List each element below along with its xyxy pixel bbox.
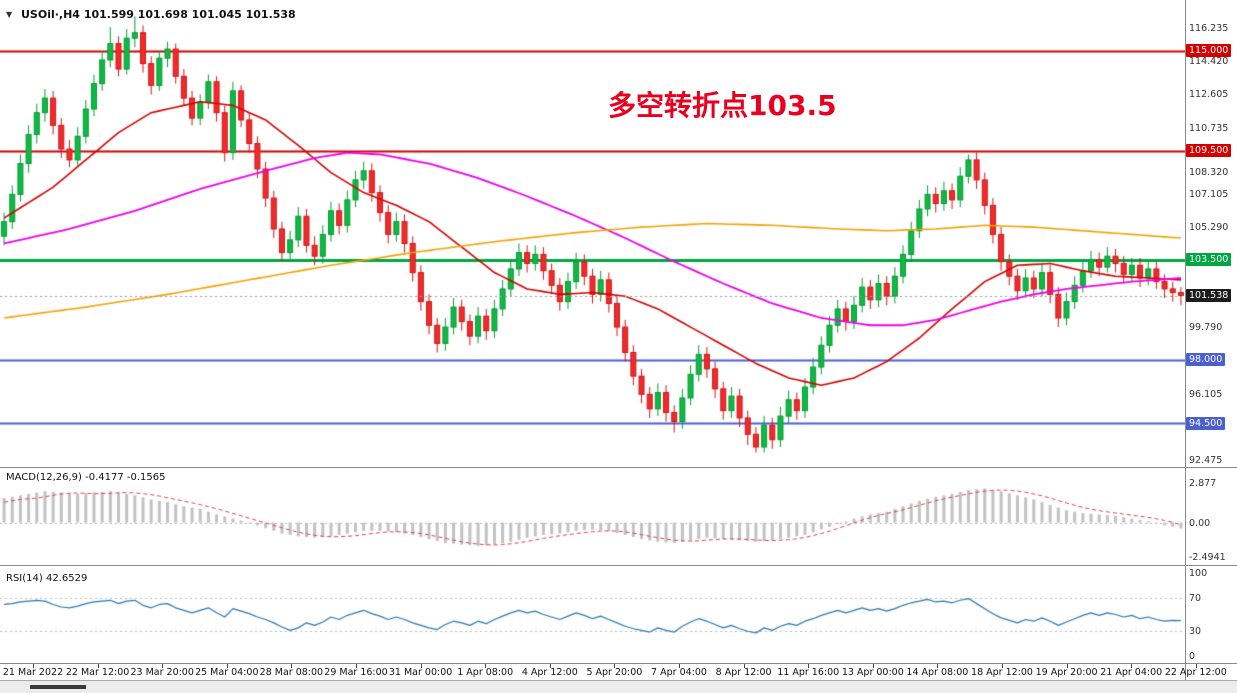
price-tick-label: 107.105 [1189,189,1229,201]
price-tick-label: 110.735 [1189,123,1229,135]
time-tick-mark [97,664,99,668]
price-tick-label: 92.475 [1189,455,1223,467]
time-tick-mark [614,664,616,668]
price-tick-label: 105.290 [1189,222,1229,234]
price-chart-canvas[interactable] [0,0,1185,467]
time-tick-label: 28 Mar 08:00 [259,667,324,678]
pane-separator[interactable] [0,467,1237,468]
time-tick-mark [808,664,810,668]
time-tick-label: 23 Mar 20:00 [130,667,194,678]
time-axis-separator [0,680,1237,681]
time-tick-mark [1195,664,1197,668]
time-tick-label: 4 Apr 12:00 [521,667,578,678]
time-tick-mark [743,664,745,668]
price-tick-label: 112.605 [1189,89,1229,101]
time-tick-mark [162,664,164,668]
time-tick-mark [33,664,34,668]
rsi-tick-label: 70 [1189,592,1202,604]
macd-tick-label: 0.00 [1189,517,1211,529]
price-axis[interactable]: 116.235 114.420 112.605 110.735 108.320 107.1… [1186,0,1237,680]
macd-indicator-label: MACD(12,26,9) -0.4177 -0.1565 [6,472,166,483]
macd-tick-label: 2.877 [1189,478,1217,490]
price-tick-label: 114.420 [1189,56,1229,68]
time-tick-mark [1131,664,1133,668]
rsi-indicator-canvas[interactable] [0,566,1185,663]
symbol-dropdown-icon[interactable]: ▼ [6,10,13,19]
chart-annotation-text[interactable]: 多空转折点103.5 [608,89,837,122]
rsi-tick-label: 0 [1189,651,1196,663]
level-price-tag[interactable]: 103.500 [1186,253,1232,267]
time-tick-label: 22 Mar 12:00 [65,667,130,678]
price-tick-label: 99.790 [1189,322,1223,334]
time-tick-label: 31 Mar 00:00 [388,667,453,678]
level-price-tag[interactable]: 115.000 [1186,44,1232,58]
ohlc-values: 101.599 101.698 101.045 101.538 [83,8,296,21]
time-tick-label: 11 Apr 16:00 [777,667,840,678]
level-price-tag[interactable]: 94.500 [1186,416,1226,430]
price-tick-label: 96.105 [1189,389,1223,401]
current-price-tag: 101.538 [1186,289,1232,302]
pane-separator[interactable] [0,663,1237,664]
level-price-tag[interactable]: 98.000 [1186,353,1226,367]
time-tick-label: 21 Apr 04:00 [1100,667,1163,678]
rsi-tick-label: 100 [1189,567,1208,579]
time-tick-label: 14 Apr 08:00 [906,667,969,678]
symbol-label: USOil·,H4 [21,8,80,21]
time-axis[interactable]: 21 Mar 2022 22 Mar 12:00 23 Mar 20:00 25 Ma… [0,664,1237,680]
time-tick-label: 8 Apr 12:00 [715,667,772,678]
time-tick-mark [485,664,487,668]
time-tick-label: 7 Apr 04:00 [651,667,707,678]
macd-tick-label: -2.4941 [1189,551,1226,563]
price-tick-label: 116.235 [1189,23,1229,35]
horizontal-scrollbar[interactable] [0,681,1237,693]
time-tick-mark [1002,664,1003,668]
macd-indicator-canvas[interactable] [0,468,1185,565]
rsi-indicator-label: RSI(14) 42.6529 [6,573,88,584]
time-tick-label: 18 Apr 12:00 [971,667,1033,678]
symbol-info-bar: ▼ USOil·,H4 101.599 101.698 101.045 101.… [6,8,296,21]
time-tick-label: 1 Apr 08:00 [457,667,514,678]
time-tick-mark [1066,664,1068,668]
time-tick-mark [679,664,680,668]
time-tick-mark [549,664,551,668]
time-tick-label: 22 Apr 12:00 [1164,667,1227,678]
price-tick-label: 108.320 [1189,167,1229,179]
time-tick-mark [356,664,357,668]
time-tick-label: 21 Mar 2022 [2,667,64,678]
pane-separator[interactable] [0,565,1237,566]
time-tick-label: 5 Apr 20:00 [586,667,643,678]
price-axis-separator [1185,0,1186,680]
time-tick-label: 19 Apr 20:00 [1035,667,1098,678]
time-tick-label: 13 Apr 00:00 [841,667,904,678]
time-tick-mark [291,664,293,668]
scrollbar-handle[interactable] [30,685,86,689]
time-tick-label: 29 Mar 16:00 [324,667,388,678]
time-tick-label: 25 Mar 04:00 [195,667,259,678]
time-tick-mark [937,664,939,668]
time-tick-mark [872,664,874,668]
time-tick-mark [226,664,228,668]
level-price-tag[interactable]: 109.500 [1186,144,1232,158]
rsi-tick-label: 30 [1189,626,1202,638]
time-tick-mark [420,664,422,668]
